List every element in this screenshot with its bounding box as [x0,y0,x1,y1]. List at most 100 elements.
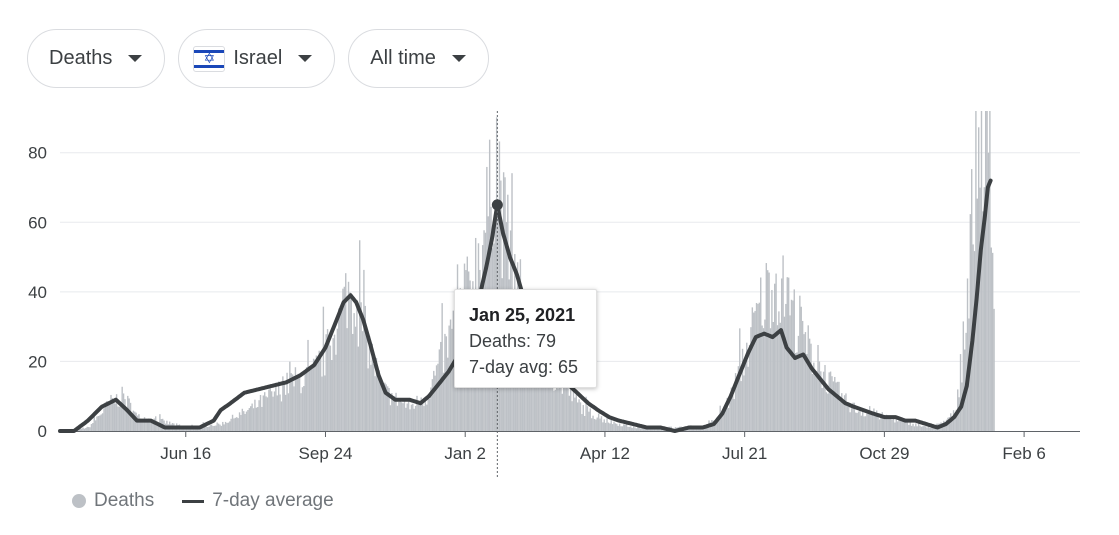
deaths-bar [860,415,863,431]
deaths-bar [820,371,822,431]
deaths-bar [354,326,357,431]
deaths-bar [114,403,116,431]
deaths-bar [269,388,271,431]
deaths-bar [891,419,893,431]
deaths-bar [869,406,871,431]
deaths-bar [409,409,411,431]
deaths-bar [730,387,733,431]
deaths-bar [920,426,923,431]
deaths-bar [104,402,107,431]
deaths-bar [156,422,158,431]
deaths-bar [142,421,144,431]
deaths-bar [870,414,872,431]
deaths-bar [406,403,408,431]
deaths-bar [799,295,801,431]
deaths-bar [416,395,418,431]
deaths-bar [922,426,924,431]
deaths-bar [623,424,625,431]
deaths-bar [97,416,100,431]
deaths-bar [132,410,135,431]
deaths-bar [578,399,580,431]
deaths-bar [639,428,642,431]
deaths-bar [754,310,756,431]
deaths-bar [356,299,358,431]
deaths-bar [755,302,758,431]
deaths-bar [705,426,707,431]
deaths-bar [304,373,306,431]
deaths-bar [556,383,558,431]
deaths-bar [659,428,661,431]
tooltip-average: 7-day avg: 65 [469,357,579,377]
deaths-bar [213,425,216,431]
deaths-bar [726,397,728,431]
deaths-bar [222,421,224,431]
deaths-bar [975,111,977,431]
deaths-bar [801,320,804,431]
deaths-bar [94,420,97,431]
deaths-bar [927,426,930,431]
deaths-bar [342,288,344,431]
deaths-bar [850,408,853,431]
deaths-bar [761,325,763,431]
deaths-bar [568,395,570,431]
deaths-bar [146,421,149,431]
deaths-bar [888,418,890,431]
deaths-bar [604,422,607,431]
deaths-bar [958,397,960,431]
deaths-bar [769,328,772,431]
deaths-bar [226,422,228,431]
time-range-dropdown[interactable]: All time [348,29,489,88]
deaths-bar [839,401,842,431]
deaths-bar [248,408,251,431]
deaths-bar [901,419,903,431]
deaths-bar [421,399,424,431]
deaths-bar [338,308,340,431]
deaths-bar [303,386,305,431]
deaths-bar [328,338,330,431]
deaths-bar [275,383,277,431]
deaths-bar [782,255,784,431]
deaths-bar [449,319,452,431]
deaths-bar [561,393,564,431]
deaths-bar [424,399,427,431]
country-dropdown-label: Israel [233,47,283,69]
deaths-bar [375,357,378,431]
deaths-bar [736,381,738,431]
deaths-bar [89,427,91,431]
deaths-bar [765,263,768,431]
deaths-bar [821,388,823,431]
deaths-bar [346,328,348,431]
deaths-bar [589,408,591,431]
deaths-bar [641,427,643,431]
deaths-bar [571,401,573,431]
deaths-bar [635,428,638,431]
deaths-bar [261,406,263,431]
deaths-bar [258,400,260,431]
deaths-bar [437,363,439,431]
deaths-bar [637,427,639,431]
deaths-bar [264,392,266,431]
deaths-bar [984,111,987,431]
deaths-bar [92,423,94,431]
deaths-bar [695,428,698,431]
deaths-bar [236,417,238,431]
metric-dropdown[interactable]: Deaths [27,29,166,88]
country-dropdown[interactable]: ✡ Israel [178,29,336,88]
deaths-bar [452,310,455,431]
chart-tooltip: Jan 25, 2021 Deaths: 79 7-day avg: 65 [454,289,597,388]
deaths-bar [702,427,705,431]
deaths-bar [575,393,577,431]
deaths-bar [363,269,365,431]
deaths-bar [426,404,428,431]
deaths-bar [929,427,931,431]
deaths-bar [440,341,442,431]
deaths-bar [926,427,928,431]
deaths-bar [250,406,252,431]
axes: 0 20 40 60 80 Jun 16 Sep 24 Jan 2 Apr 12 Jul 21 Oc… [28,144,1080,463]
deaths-bar [855,412,857,431]
deaths-bar [852,402,854,431]
deaths-bar [150,421,153,431]
deaths-bar [217,423,220,431]
deaths-bar [410,404,413,431]
